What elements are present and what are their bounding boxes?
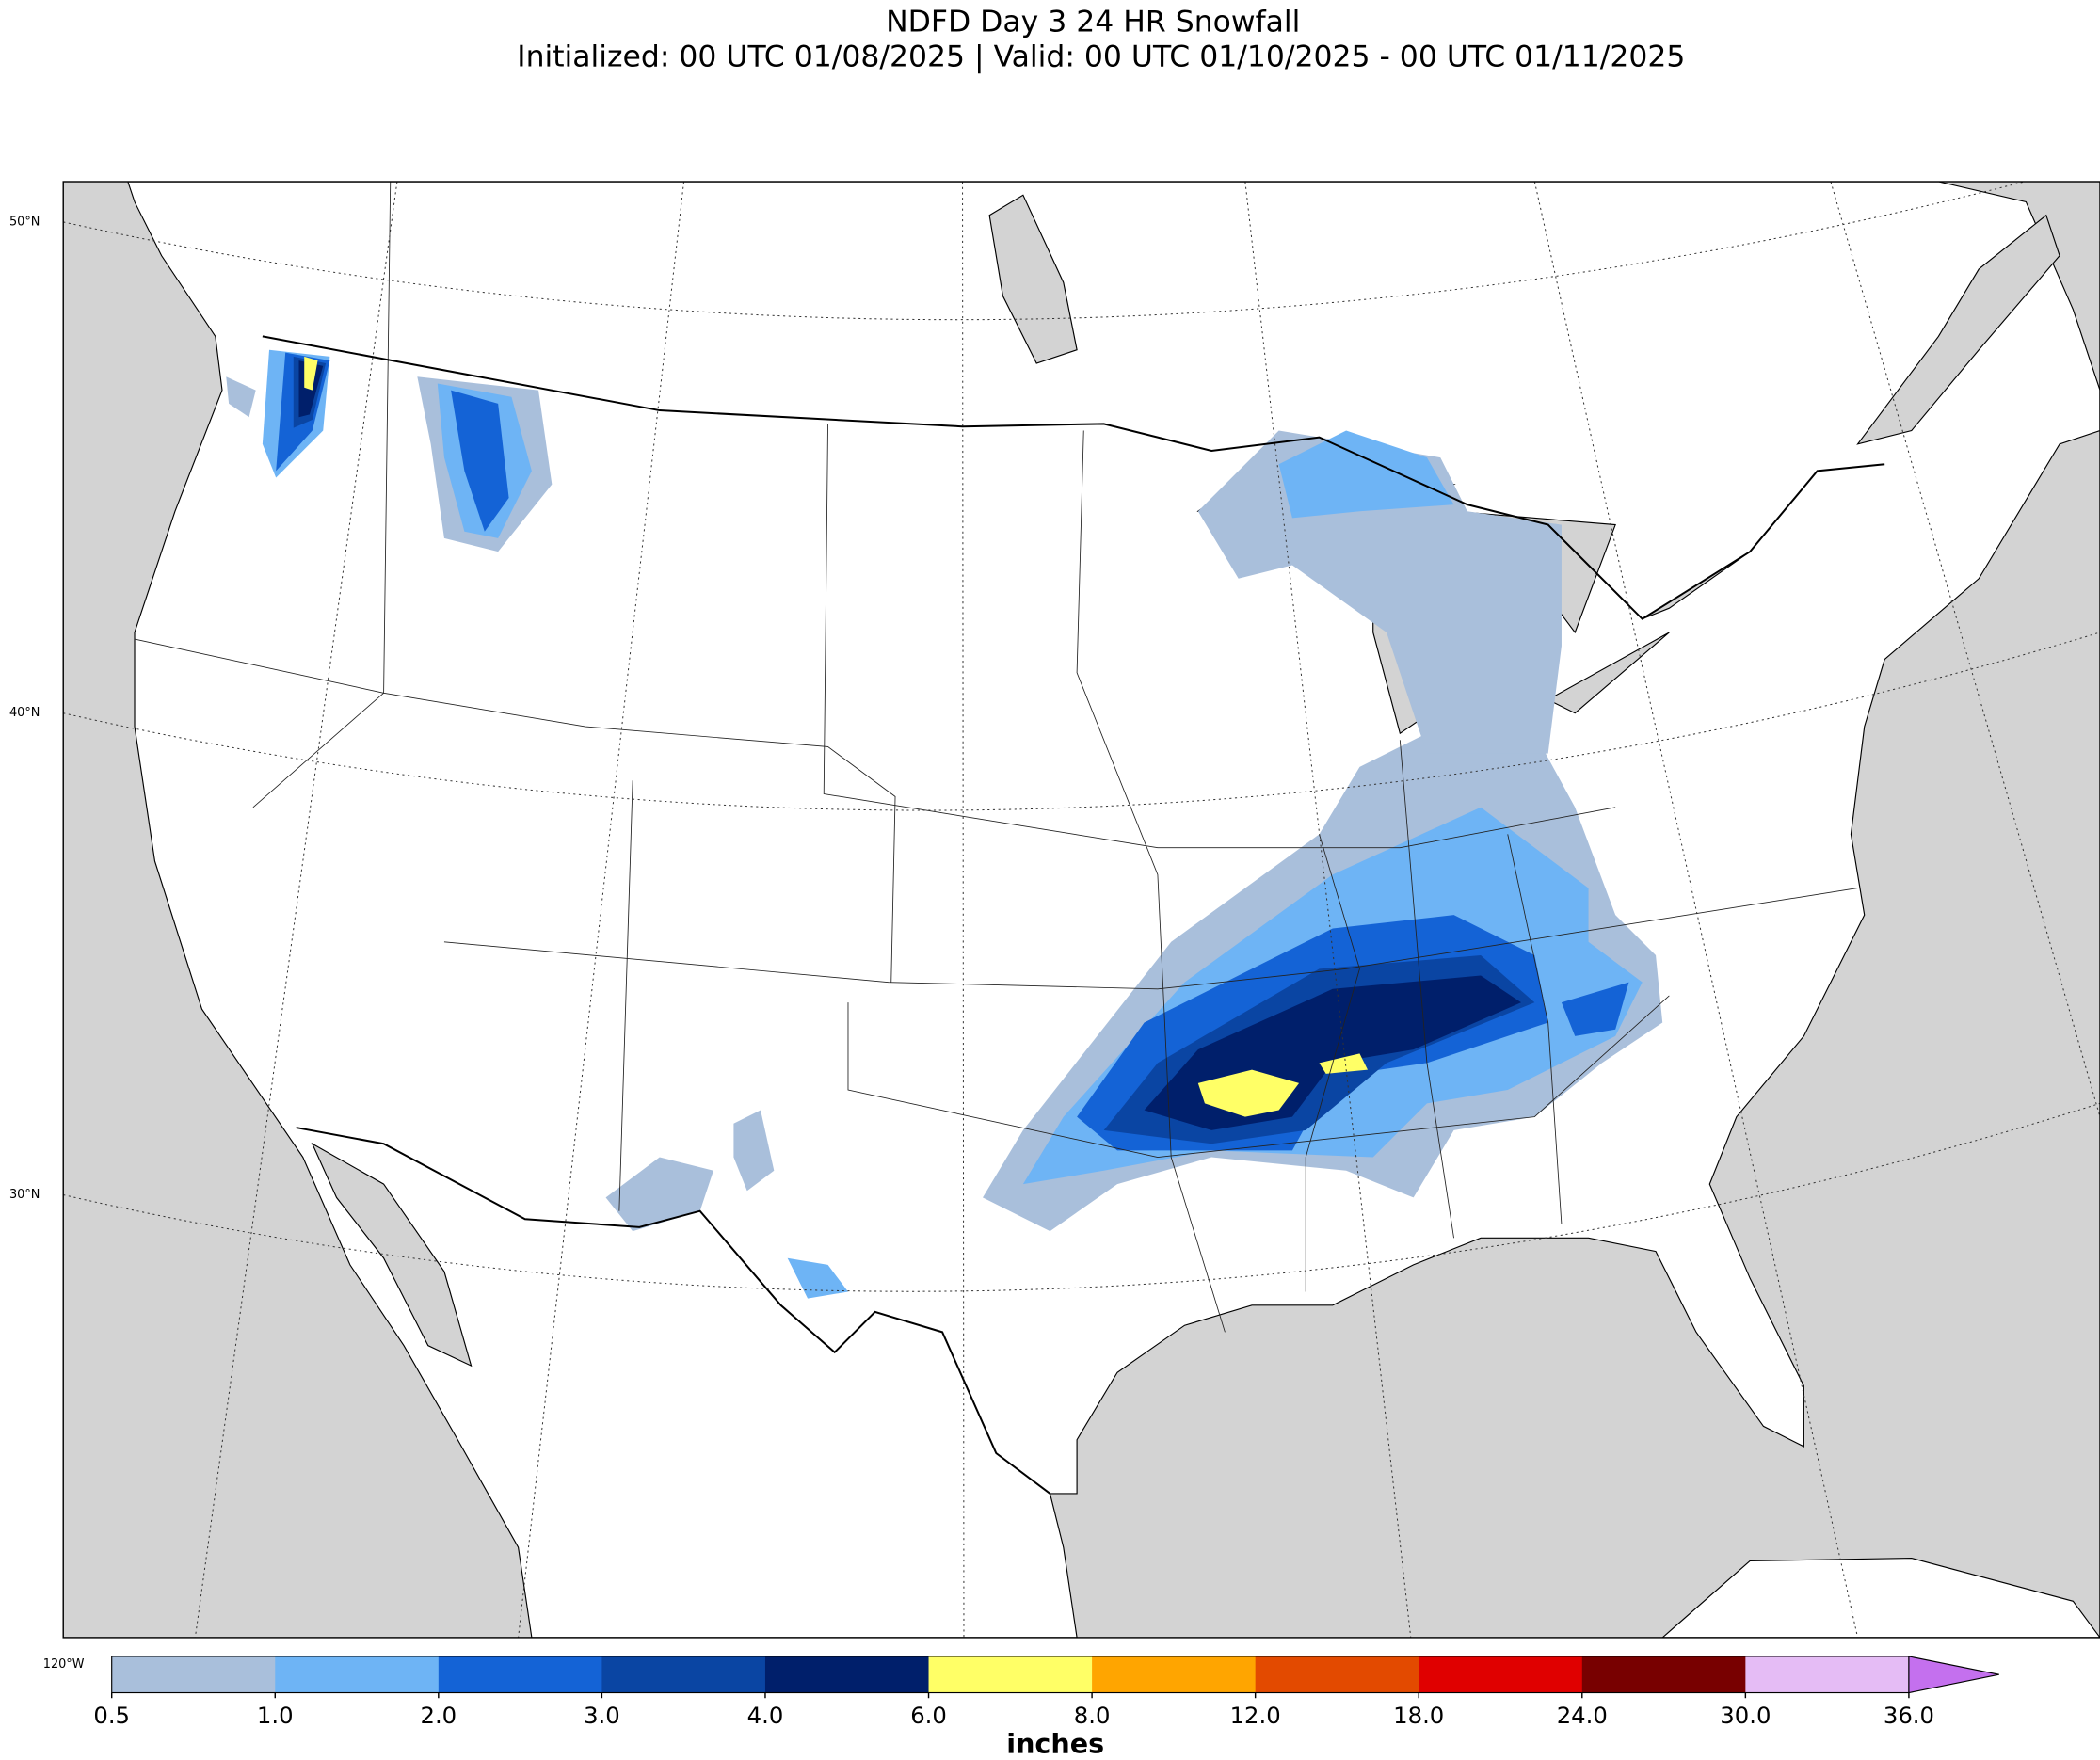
colorbar-tick-label: 18.0 <box>1393 1702 1444 1729</box>
colorbar-tick-label: 3.0 <box>584 1702 620 1729</box>
snowfall <box>226 349 1663 1299</box>
colorbar-segment <box>1745 1656 1910 1693</box>
state-lines <box>1399 740 1454 1239</box>
colorbar-segment <box>928 1656 1093 1693</box>
graticule <box>63 632 2100 811</box>
colorbar-segment <box>1419 1656 1583 1693</box>
state-lines <box>134 638 896 983</box>
subtitle: Initialized: 00 UTC 01/08/2025 | Valid: … <box>517 40 1685 73</box>
colorbar-extend <box>1908 1656 1999 1694</box>
graticule <box>518 182 685 1638</box>
lat-label: 50°N <box>9 215 40 229</box>
snow-area <box>1197 1069 1300 1117</box>
state-lines <box>1076 430 1226 1333</box>
lake-erie <box>1547 632 1670 714</box>
state-lines <box>823 424 1616 849</box>
snow-area <box>226 376 256 418</box>
snow-area <box>1561 982 1629 1036</box>
snow-area <box>304 356 318 391</box>
colorbar-tick-label: 1.0 <box>257 1702 294 1729</box>
lat-label: 40°N <box>9 706 40 720</box>
state-lines <box>443 888 1858 990</box>
cuba <box>1661 1557 2100 1638</box>
graticule <box>63 1102 2100 1292</box>
snow-area <box>1197 430 1562 754</box>
colorbar-tick-label: 24.0 <box>1557 1702 1608 1729</box>
colorbar-segment <box>764 1656 930 1693</box>
lon-label: 120°W <box>43 1657 85 1672</box>
snow-area <box>1278 430 1454 519</box>
colorbar-frame <box>111 1656 1910 1694</box>
colorbar-segment <box>438 1656 603 1693</box>
gulf-of-california <box>311 1142 473 1368</box>
state-lines <box>1507 834 1563 1225</box>
st-lawrence <box>1856 214 2060 445</box>
colorbar-segment <box>1581 1656 1747 1693</box>
state-lines <box>1305 834 1360 1292</box>
snow-area <box>733 1110 775 1192</box>
canada-us-border <box>262 335 1885 620</box>
snow-area <box>451 390 509 532</box>
graticule <box>1244 182 1412 1638</box>
colorbar-tick-label: 8.0 <box>1074 1702 1111 1729</box>
colorbar-tick-label: 36.0 <box>1884 1702 1934 1729</box>
mexico-us-border <box>296 1127 1051 1495</box>
lat-label: 30°N <box>9 1188 40 1202</box>
colorbar-segment <box>1092 1656 1257 1693</box>
colorbar-segment <box>111 1656 276 1693</box>
colorbar-tick-label: 2.0 <box>421 1702 457 1729</box>
colorbar-label: inches <box>1006 1727 1104 1759</box>
graticule <box>1830 182 2100 1117</box>
snow-area <box>605 1157 713 1232</box>
map <box>62 181 2100 1639</box>
state-lines <box>847 995 1670 1158</box>
colorbar-tick-label: 12.0 <box>1230 1702 1281 1729</box>
graticule <box>63 182 2027 321</box>
map-frame <box>62 181 2100 1639</box>
colorbar-segment <box>1255 1656 1419 1693</box>
lake-winnipeg <box>988 194 1078 364</box>
colorbar-segment <box>601 1656 766 1693</box>
colorbar-tick-label: 6.0 <box>910 1702 947 1729</box>
colorbar-tick-label: 30.0 <box>1720 1702 1771 1729</box>
colorbar-segment <box>275 1656 440 1693</box>
title: NDFD Day 3 24 HR Snowfall <box>886 5 1300 39</box>
graticule <box>962 182 965 1638</box>
colorbar-tick-label: 4.0 <box>747 1702 784 1729</box>
graticule <box>1533 182 1859 1638</box>
state-lines <box>618 780 633 1211</box>
snow-area <box>787 1257 848 1299</box>
colorbar-tick-label: 0.5 <box>93 1702 130 1729</box>
